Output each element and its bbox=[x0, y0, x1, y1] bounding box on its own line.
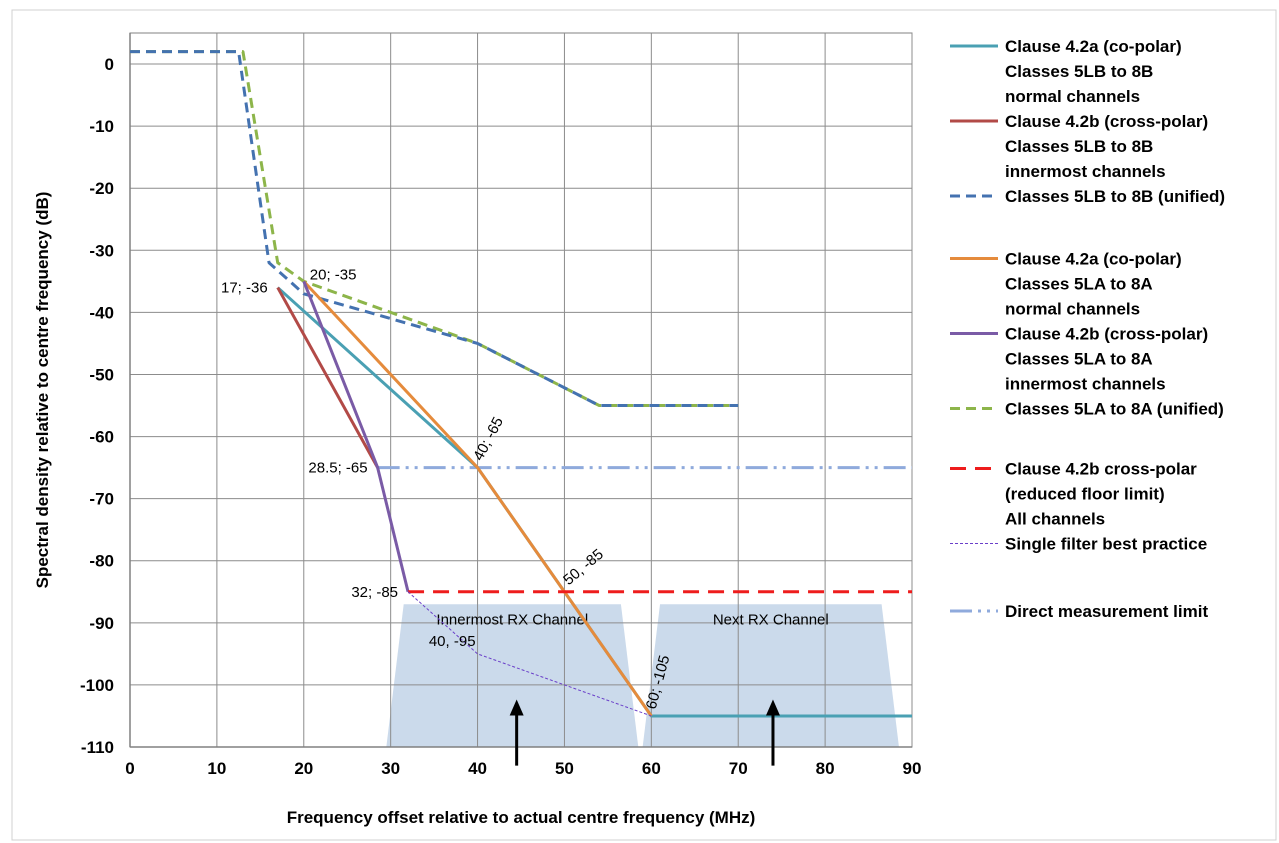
legend-label-s7: (reduced floor limit) bbox=[1005, 485, 1165, 504]
legend-label-s2: Classes 5LB to 8B bbox=[1005, 137, 1153, 156]
channel-band-2 bbox=[642, 604, 899, 747]
data-label: 17; -36 bbox=[221, 280, 268, 297]
series-line-s5 bbox=[302, 280, 410, 593]
series-line-s3 bbox=[130, 50, 739, 408]
arrow-head bbox=[509, 699, 524, 716]
x-tick-label: 30 bbox=[381, 759, 400, 778]
legend-label-s5: Clause 4.2b (cross-polar) bbox=[1005, 325, 1208, 344]
legend: Clause 4.2a (co-polar) Classes 5LB to 8B n… bbox=[950, 37, 1225, 621]
band-label-2: Next RX Channel bbox=[713, 612, 829, 629]
y-tick-label: -40 bbox=[89, 303, 114, 322]
series-line-s8 bbox=[407, 591, 652, 717]
legend-label-s1: Clause 4.2a (co-polar) bbox=[1005, 37, 1182, 56]
y-tick-label: -20 bbox=[89, 179, 114, 198]
legend-label-s2: Clause 4.2b (cross-polar) bbox=[1005, 112, 1208, 131]
legend-label-s6: Classes 5LA to 8A (unified) bbox=[1005, 400, 1224, 419]
legend-label-s5: innermost channels bbox=[1005, 375, 1166, 394]
legend-label-s1: normal channels bbox=[1005, 87, 1140, 106]
y-tick-label: -100 bbox=[80, 676, 114, 695]
x-tick-label: 20 bbox=[294, 759, 313, 778]
x-tick-label: 0 bbox=[125, 759, 134, 778]
x-tick-label: 70 bbox=[729, 759, 748, 778]
y-tick-label: -10 bbox=[89, 117, 114, 136]
legend-label-s1: Classes 5LB to 8B bbox=[1005, 62, 1153, 81]
y-tick-label: -80 bbox=[89, 552, 114, 571]
legend-label-s2: innermost channels bbox=[1005, 162, 1166, 181]
y-axis-title: Spectral density relative to centre freq… bbox=[33, 192, 52, 589]
y-tick-label: 0 bbox=[105, 55, 114, 74]
y-tick-label: -90 bbox=[89, 614, 114, 633]
y-tick-label: -60 bbox=[89, 428, 114, 447]
legend-label-s4: Classes 5LA to 8A bbox=[1005, 275, 1153, 294]
band-label-1: Innermost RX Channel bbox=[436, 612, 588, 629]
channel-band-1 bbox=[386, 604, 639, 747]
series-line-s2 bbox=[276, 286, 379, 469]
data-label: 20; -35 bbox=[310, 266, 357, 283]
y-tick-label: -110 bbox=[81, 738, 114, 757]
arrow-head bbox=[765, 699, 780, 716]
x-tick-label: 90 bbox=[903, 759, 922, 778]
x-axis-title: Frequency offset relative to actual cent… bbox=[287, 808, 756, 827]
legend-label-s5: Classes 5LA to 8A bbox=[1005, 350, 1153, 369]
y-tick-label: -30 bbox=[89, 241, 114, 260]
chart-frame bbox=[11, 9, 1277, 841]
x-tick-label: 50 bbox=[555, 759, 574, 778]
legend-label-s8: Single filter best practice bbox=[1005, 535, 1207, 554]
legend-label-s4: normal channels bbox=[1005, 300, 1140, 319]
legend-label-s3: Classes 5LB to 8B (unified) bbox=[1005, 187, 1225, 206]
data-label: 28.5; -65 bbox=[308, 460, 367, 477]
data-label: 32; -85 bbox=[351, 584, 398, 601]
y-tick-label: -50 bbox=[89, 365, 114, 384]
x-tick-label: 60 bbox=[642, 759, 661, 778]
x-tick-label: 40 bbox=[468, 759, 487, 778]
legend-label-s7: Clause 4.2b cross-polar bbox=[1005, 460, 1197, 479]
legend-label-s7: All channels bbox=[1005, 510, 1105, 529]
x-tick-label: 80 bbox=[816, 759, 835, 778]
y-tick-label: -70 bbox=[89, 490, 114, 509]
data-label: 40, -95 bbox=[429, 633, 476, 650]
series-line-s4 bbox=[302, 280, 653, 717]
legend-label-s9: Direct measurement limit bbox=[1005, 602, 1208, 621]
legend-label-s4: Clause 4.2a (co-polar) bbox=[1005, 250, 1182, 269]
x-tick-label: 10 bbox=[207, 759, 226, 778]
